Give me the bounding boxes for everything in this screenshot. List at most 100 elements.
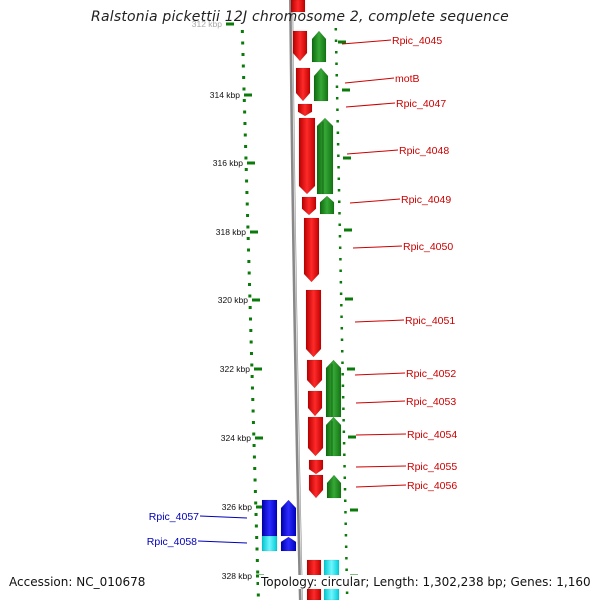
- gene-label-leader: [355, 484, 407, 488]
- scale-major-tick: [256, 505, 264, 509]
- scale-minor-tick: [252, 432, 256, 436]
- outer-track-mark: [347, 367, 355, 371]
- outer-track-dot: [345, 568, 348, 571]
- other-gene-block: [261, 499, 278, 537]
- outer-track-dot: [334, 39, 338, 42]
- scale-minor-tick: [241, 64, 245, 68]
- scale-minor-tick: [252, 444, 256, 447]
- scale-minor-tick: [248, 306, 252, 309]
- gene-label-leader: [355, 465, 407, 468]
- scale-minor-tick: [242, 76, 246, 79]
- scale-minor-tick: [244, 145, 248, 148]
- outer-track-dot: [338, 223, 341, 226]
- gene-label: Rpic_4057: [149, 511, 199, 523]
- outer-track-dot: [339, 281, 343, 284]
- outer-track-dot: [335, 51, 338, 54]
- outer-track-dot: [335, 74, 338, 77]
- scale-label: 326 kbp: [222, 502, 253, 512]
- forward-gene-arrow: [305, 289, 322, 358]
- scale-minor-tick: [253, 490, 257, 493]
- outer-track-mark: [350, 508, 358, 512]
- forward-gene-arrow: [306, 359, 323, 389]
- outer-track-dot: [343, 453, 346, 456]
- outer-track-dot: [340, 338, 344, 341]
- scale-major-tick: [252, 298, 260, 302]
- scale-minor-tick: [247, 271, 251, 275]
- scale-minor-tick: [243, 122, 247, 125]
- gene-label: Rpic_4056: [407, 480, 457, 492]
- scale-label: 318 kbp: [216, 227, 247, 237]
- scale-minor-tick: [255, 547, 259, 551]
- reverse-gene-arrow: [311, 30, 327, 63]
- outer-track-dot: [341, 396, 345, 399]
- reverse-gene-arrow: [325, 416, 342, 457]
- outer-track-dot: [341, 373, 344, 376]
- scale-minor-tick: [246, 237, 250, 240]
- reverse-gene-arrow: [316, 117, 334, 195]
- outer-track-dot: [344, 534, 348, 537]
- scale-label: 324 kbp: [221, 433, 252, 443]
- outer-track-dot: [341, 350, 344, 353]
- gene-label-leader: [354, 372, 406, 376]
- outer-track-dot: [337, 189, 341, 192]
- outer-track-dot: [339, 292, 343, 295]
- scale-minor-tick: [243, 110, 247, 114]
- scale-minor-tick: [254, 513, 258, 516]
- scale-minor-tick: [247, 248, 251, 252]
- scale-minor-tick: [248, 294, 252, 298]
- backbone-line: [289, 0, 303, 604]
- scale-minor-tick: [241, 41, 245, 45]
- scale-minor-tick: [246, 214, 250, 217]
- gene-label: Rpic_4050: [403, 241, 453, 253]
- gene-label: motB: [395, 73, 420, 85]
- scale-minor-tick: [255, 536, 259, 539]
- outer-track-dot: [336, 120, 339, 123]
- gene-label: Rpic_4051: [405, 315, 455, 327]
- outer-track-dot: [340, 327, 344, 330]
- outer-track-mark: [342, 88, 350, 92]
- outer-track-dot: [337, 154, 340, 157]
- gene-label: Rpic_4055: [407, 461, 457, 473]
- scale-major-tick: [254, 367, 262, 371]
- outer-track-dot: [340, 315, 343, 318]
- reverse-gene-arrow: [313, 67, 329, 102]
- scale-minor-tick: [243, 133, 247, 137]
- forward-gene-arrow: [303, 217, 320, 283]
- gene-label: Rpic_4049: [401, 194, 451, 206]
- other-feature-block: [261, 535, 278, 552]
- scale-minor-tick: [240, 30, 244, 33]
- scale-label: 328 kbp: [222, 571, 253, 581]
- scale-minor-tick: [253, 467, 257, 470]
- outer-track-dot: [334, 28, 338, 31]
- scale-minor-tick: [253, 478, 257, 482]
- outer-track-dot: [338, 212, 341, 215]
- scale-major-tick: [255, 436, 263, 440]
- scale-minor-tick: [250, 375, 254, 378]
- scale-minor-tick: [256, 593, 260, 597]
- outer-track-dot: [342, 407, 345, 410]
- gene-label-leader: [349, 198, 401, 204]
- outer-track-dot: [345, 557, 348, 560]
- scale-minor-tick: [250, 363, 254, 367]
- forward-gene-arrow: [308, 474, 324, 499]
- scale-minor-tick: [248, 283, 252, 286]
- scale-minor-tick: [245, 179, 249, 183]
- outer-track-dot: [344, 522, 347, 525]
- accession-label: Accession: NC_010678: [7, 575, 148, 589]
- forward-gene-arrow: [292, 30, 308, 62]
- outer-track-dot: [345, 591, 349, 594]
- scale-label: 316 kbp: [213, 158, 244, 168]
- reverse-gene-arrow: [325, 359, 342, 418]
- outer-track-dot: [339, 258, 342, 261]
- forward-gene-arrow: [297, 103, 313, 117]
- scale-minor-tick: [245, 202, 249, 206]
- scale-minor-tick: [251, 421, 255, 424]
- outer-track-dot: [336, 143, 340, 146]
- outer-track-dot: [342, 419, 345, 422]
- outer-track-dot: [344, 511, 347, 514]
- gene-label-leader: [199, 515, 248, 519]
- outer-track-dot: [339, 269, 342, 272]
- gene-label-leader: [345, 102, 396, 108]
- gene-label: Rpic_4047: [396, 98, 446, 110]
